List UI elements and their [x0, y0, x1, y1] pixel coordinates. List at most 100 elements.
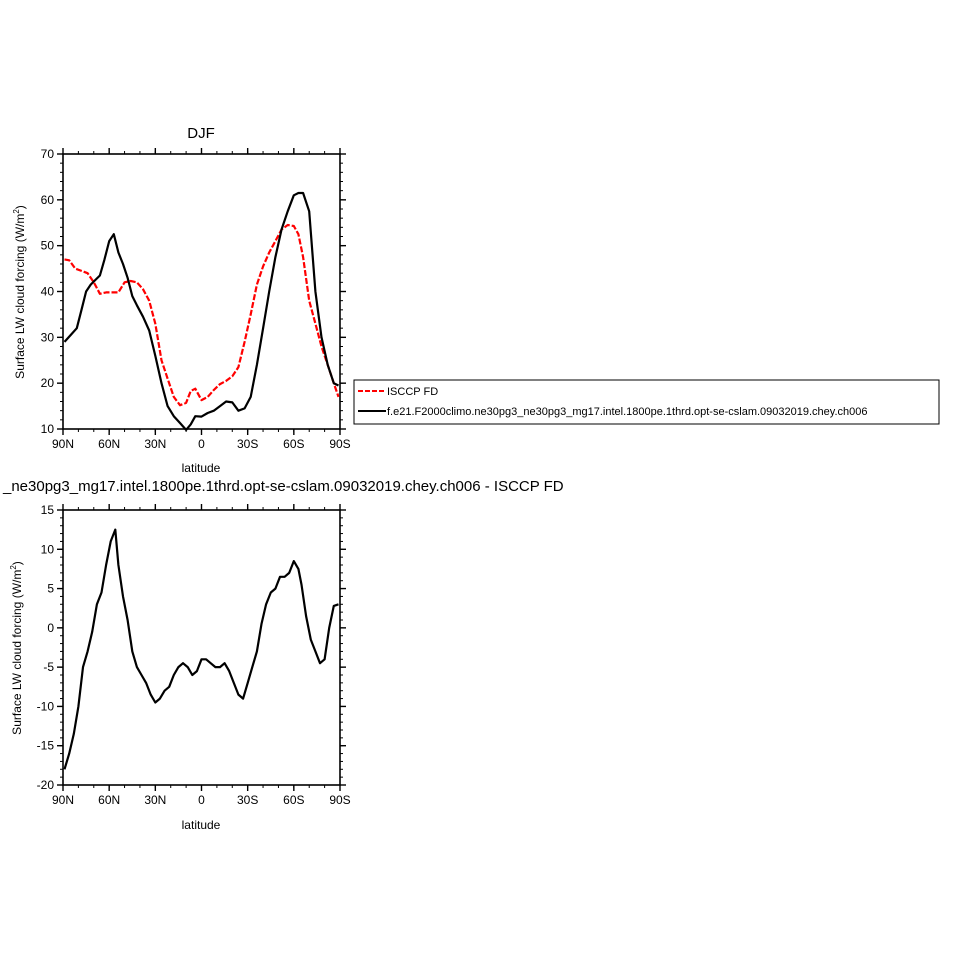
bottom-series-0-point [150, 694, 151, 695]
top-panel-ylabel-sup: 2 [12, 209, 21, 214]
top-series-1-point [232, 402, 233, 403]
bottom-series-0-point [270, 592, 271, 593]
top-series-1-point [118, 252, 119, 253]
top-series-0-point [190, 390, 191, 391]
top-series-1-point [127, 277, 128, 278]
bottom-series-0-point [210, 663, 211, 664]
top-panel-xlabel: latitude [182, 461, 221, 475]
top-ytick-label: 40 [41, 285, 55, 299]
top-ytick-label: 70 [41, 147, 55, 161]
top-series-0-point [244, 341, 245, 342]
bottom-series-0-point [298, 568, 299, 569]
top-series-1-point [263, 328, 264, 329]
top-series-0-point [124, 282, 125, 283]
top-series-0-point [232, 376, 233, 377]
bottom-series-0-point [136, 667, 137, 668]
legend-label-isccp: ISCCP FD [387, 386, 438, 398]
bottom-series-0-point [233, 682, 234, 683]
bottom-ytick-label: 10 [41, 542, 55, 556]
top-series-0-point [275, 241, 276, 242]
bottom-ytick-label: -20 [37, 778, 55, 792]
bottom-series-0-point [324, 659, 325, 660]
top-series-1-point [142, 316, 143, 317]
top-ytick-label: 20 [41, 376, 55, 390]
top-series-1-point [213, 410, 214, 411]
bottom-series-0-point [87, 651, 88, 652]
top-series-0-point [161, 360, 162, 361]
bottom-panel-ticks: -20 -15 -10 -5 0 5 10 15 90N 60N 30N 0 30S 60S 90S [37, 503, 351, 807]
bottom-panel-series [63, 528, 339, 770]
top-xtick-label: 30N [144, 437, 166, 451]
top-series-0-point [338, 396, 339, 397]
bottom-panel-frame [62, 509, 341, 786]
top-series-0-point [99, 293, 100, 294]
bottom-xtick-label: 30N [144, 793, 166, 807]
top-series-0-point [195, 388, 196, 389]
legend-label-model: f.e21.F2000climo.ne30pg3_ne30pg3_mg17.in… [387, 406, 867, 418]
top-xtick-label: 0 [198, 437, 205, 451]
bottom-panel-ylabel: Surface LW cloud forcing (W/m2) [9, 561, 24, 735]
top-series-1-point [338, 385, 339, 386]
bottom-series-0-point [92, 631, 93, 632]
top-series-1-point [244, 408, 245, 409]
top-panel-ticks: 10 20 30 40 50 60 70 90N 60N 30N 0 30S 60S 90S [41, 147, 351, 451]
top-series-1-point [238, 410, 239, 411]
bottom-series-0-point [127, 619, 128, 620]
top-series-0-point [256, 284, 257, 285]
legend-box [353, 379, 940, 425]
bottom-series-0-point [243, 698, 244, 699]
top-series-0-point [250, 314, 251, 315]
top-series-1-point [327, 364, 328, 365]
bottom-series-0-point [224, 663, 225, 664]
top-series-1-point [99, 275, 100, 276]
bottom-series-0-point [219, 667, 220, 668]
bottom-xtick-label: 0 [198, 793, 205, 807]
bottom-series-0-point [173, 674, 174, 675]
top-series-line-1 [63, 191, 339, 431]
bottom-series-0-point [192, 674, 193, 675]
bottom-series-0-point [155, 702, 156, 703]
bottom-series-0-point [115, 529, 116, 530]
top-series-1-point [190, 424, 191, 425]
bottom-series-0-point [69, 753, 70, 754]
top-series-1-point [167, 406, 168, 407]
top-ytick-label: 60 [41, 193, 55, 207]
bottom-series-0-point [275, 588, 276, 589]
top-series-1-point [155, 355, 156, 356]
bottom-series-0-point [306, 616, 307, 617]
top-series-0-point [149, 300, 150, 301]
bottom-series-0-point [122, 596, 123, 597]
top-series-0-point [269, 252, 270, 253]
top-series-1-point [136, 305, 137, 306]
bottom-series-0-point [247, 682, 248, 683]
bottom-ytick-label: 0 [47, 621, 54, 635]
bottom-series-0-point [319, 663, 320, 664]
top-series-line-0 [64, 223, 340, 407]
bottom-series-0-point [289, 572, 290, 573]
bottom-series-0-point [110, 541, 111, 542]
bottom-series-0-point [106, 564, 107, 565]
bottom-series-0-point [238, 694, 239, 695]
bottom-panel-title: _ne30pg3_mg17.intel.1800pe.1thrd.opt-se-… [2, 478, 564, 495]
top-series-1-point [86, 291, 87, 292]
top-series-1-point [333, 383, 334, 384]
bottom-series-0-point [78, 706, 79, 707]
top-series-1-point [186, 429, 187, 430]
bottom-series-0-point [169, 686, 170, 687]
top-series-1-point [321, 337, 322, 338]
top-series-1-point [281, 229, 282, 230]
legend: ISCCP FD f.e21.F2000climo.ne30pg3_ne30pg… [353, 379, 940, 425]
top-series-1-point [179, 422, 180, 423]
bottom-series-0-point [118, 564, 119, 565]
top-series-1-point [173, 416, 174, 417]
top-series-0-point [179, 405, 180, 406]
bottom-ytick-label: 5 [47, 582, 54, 596]
top-series-0-point [155, 323, 156, 324]
top-series-1-point [109, 241, 110, 242]
top-series-0-point [136, 282, 137, 283]
top-panel-title: DJF [187, 125, 215, 142]
top-ytick-label: 30 [41, 330, 55, 344]
bottom-xtick-label: 90S [329, 793, 350, 807]
bottom-series-0-point [229, 671, 230, 672]
bottom-series-0-point [266, 604, 267, 605]
